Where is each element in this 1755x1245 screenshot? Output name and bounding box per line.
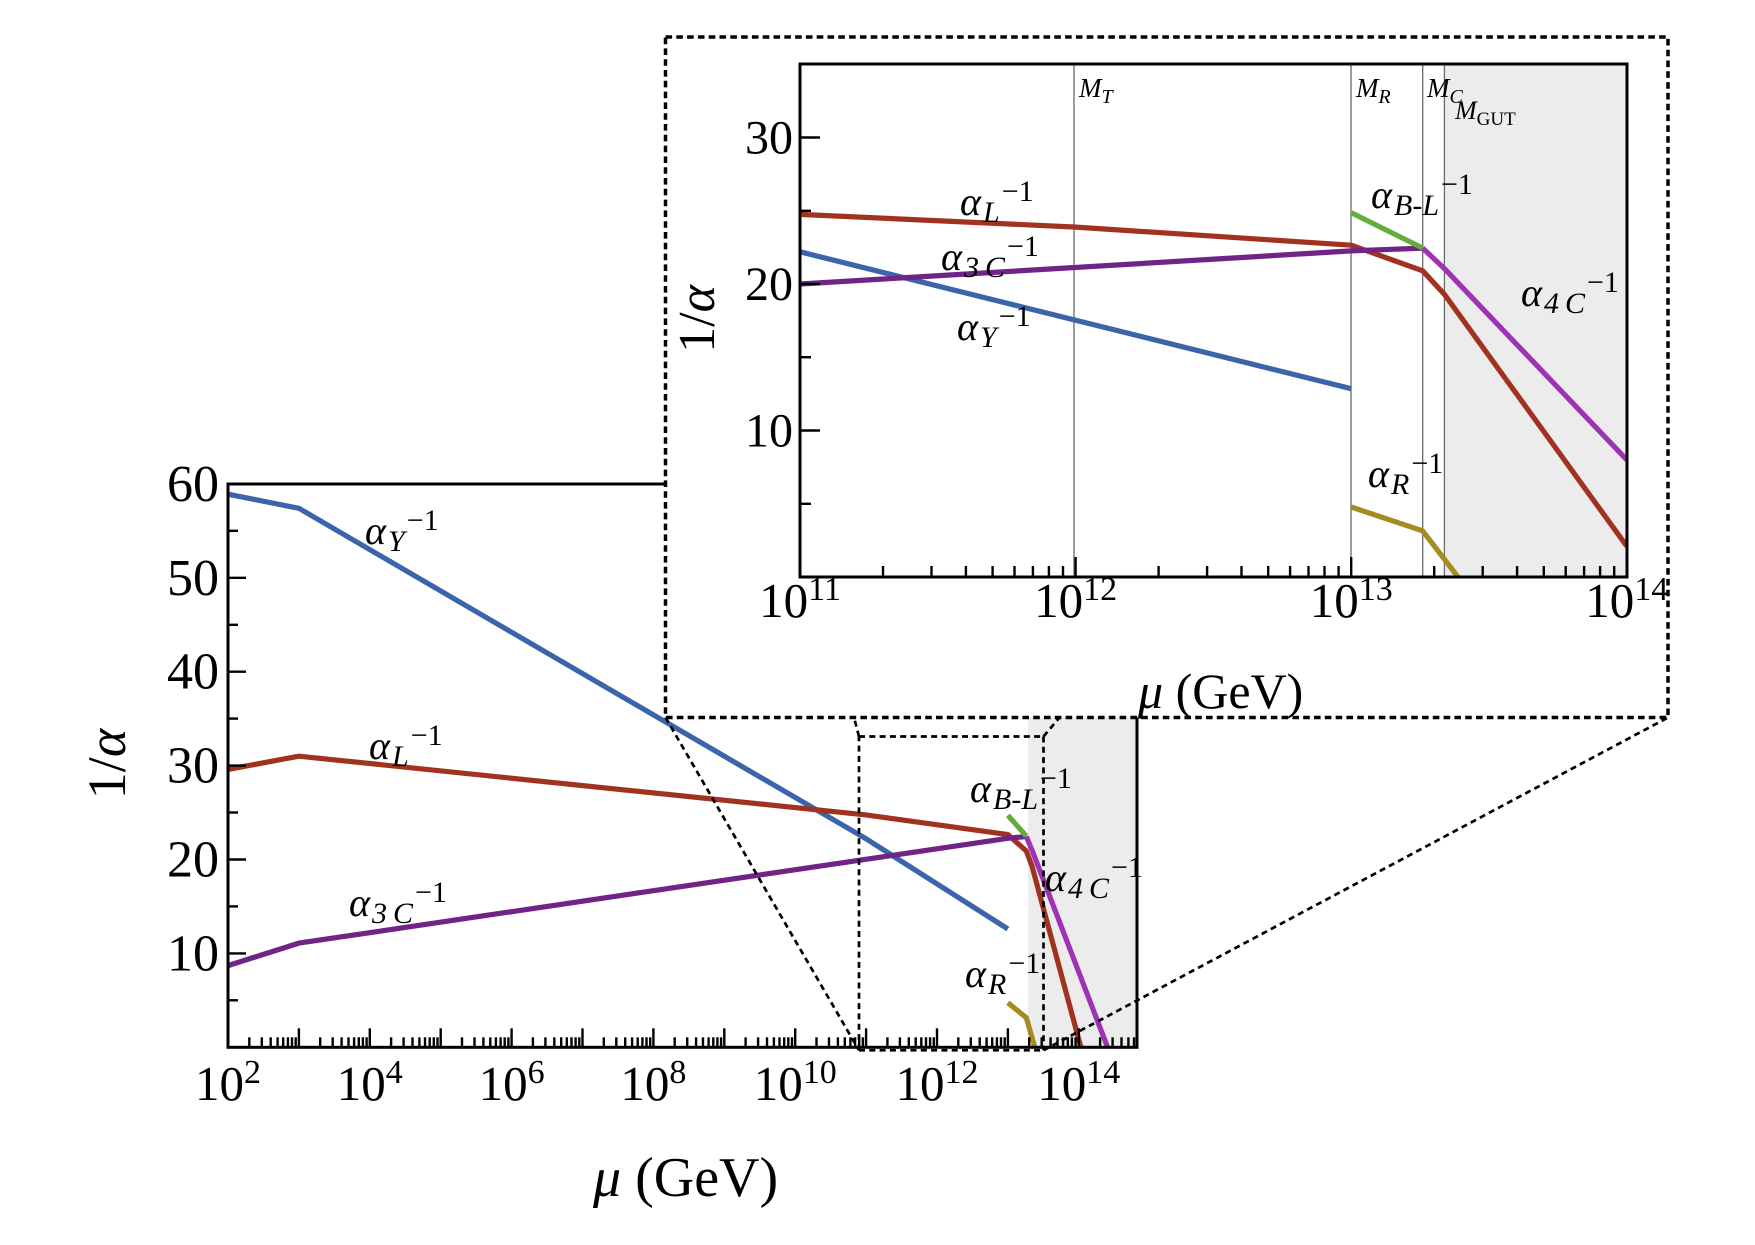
svg-text:10: 10 [745, 405, 793, 458]
svg-text:30: 30 [167, 738, 219, 795]
svg-text:1/α: 1/α [77, 727, 137, 799]
svg-text:μ (GeV): μ (GeV) [592, 1147, 778, 1209]
svg-text:20: 20 [167, 832, 219, 889]
svg-text:10: 10 [167, 925, 219, 982]
svg-text:50: 50 [167, 550, 219, 607]
svg-text:60: 60 [167, 456, 219, 513]
svg-text:106: 106 [479, 1054, 545, 1111]
svg-text:30: 30 [745, 112, 793, 165]
svg-text:1011: 1011 [759, 571, 841, 628]
svg-text:40: 40 [167, 644, 219, 701]
svg-text:μ (GeV): μ (GeV) [1137, 663, 1303, 719]
svg-text:1/α: 1/α [669, 283, 726, 352]
svg-text:20: 20 [745, 258, 793, 311]
